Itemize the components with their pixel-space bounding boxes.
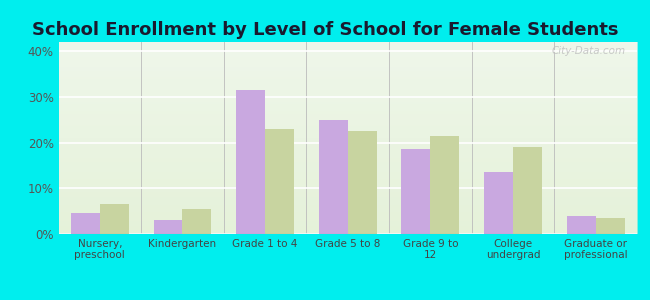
Bar [567, 216, 595, 234]
Bar [318, 120, 348, 234]
Bar [183, 209, 211, 234]
Bar [153, 220, 183, 234]
Text: School Enrollment by Level of School for Female Students: School Enrollment by Level of School for… [32, 21, 618, 39]
Bar [430, 136, 460, 234]
Bar [484, 172, 513, 234]
Bar [71, 213, 100, 234]
Bar [348, 131, 377, 234]
Bar [100, 204, 129, 234]
Bar [595, 218, 625, 234]
Bar [236, 90, 265, 234]
Bar [402, 149, 430, 234]
Bar [513, 147, 542, 234]
Bar [265, 129, 294, 234]
Text: City-Data.com: City-Data.com [551, 46, 625, 56]
Legend: Norma, Tennessee: Norma, Tennessee [254, 298, 442, 300]
